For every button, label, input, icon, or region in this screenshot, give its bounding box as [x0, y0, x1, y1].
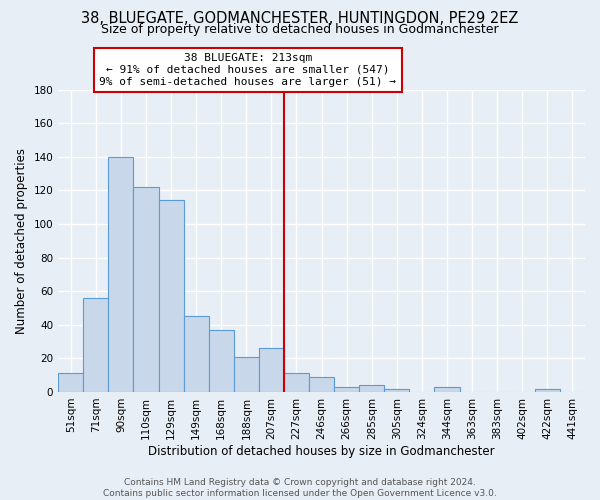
Bar [158, 200, 184, 392]
Bar [359, 385, 385, 392]
Bar [83, 298, 109, 392]
Bar [334, 387, 359, 392]
Y-axis label: Number of detached properties: Number of detached properties [15, 148, 28, 334]
Bar [309, 377, 334, 392]
Text: 38 BLUEGATE: 213sqm
← 91% of detached houses are smaller (547)
9% of semi-detach: 38 BLUEGATE: 213sqm ← 91% of detached ho… [100, 54, 397, 86]
X-axis label: Distribution of detached houses by size in Godmanchester: Distribution of detached houses by size … [148, 444, 495, 458]
Bar [284, 374, 309, 392]
Text: 38, BLUEGATE, GODMANCHESTER, HUNTINGDON, PE29 2EZ: 38, BLUEGATE, GODMANCHESTER, HUNTINGDON,… [82, 11, 518, 26]
Bar [234, 356, 259, 392]
Bar [133, 187, 158, 392]
Bar [434, 387, 460, 392]
Text: Size of property relative to detached houses in Godmanchester: Size of property relative to detached ho… [101, 22, 499, 36]
Bar [385, 388, 409, 392]
Bar [109, 157, 133, 392]
Bar [58, 374, 83, 392]
Bar [259, 348, 284, 392]
Bar [184, 316, 209, 392]
Bar [209, 330, 234, 392]
Text: Contains HM Land Registry data © Crown copyright and database right 2024.
Contai: Contains HM Land Registry data © Crown c… [103, 478, 497, 498]
Bar [535, 388, 560, 392]
